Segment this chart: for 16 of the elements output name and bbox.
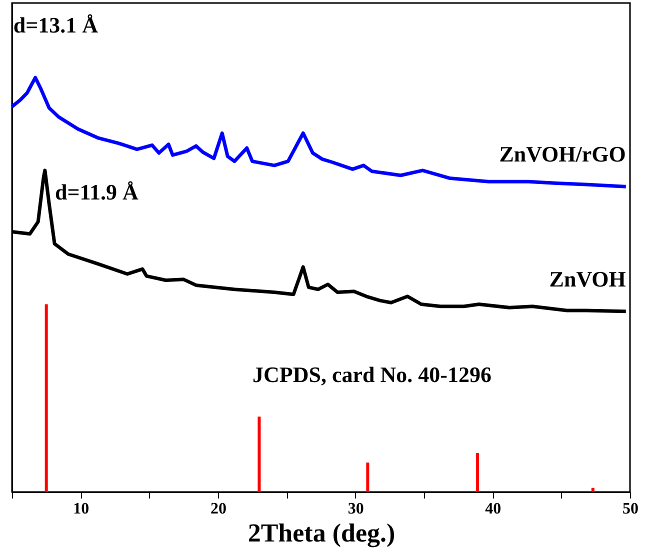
x-tick-label: 10: [73, 500, 90, 518]
bar: [476, 453, 480, 492]
annotation: d=11.9 Å: [54, 179, 139, 204]
series-label: ZnVOH/rGO: [499, 142, 626, 167]
annotation: d=13.1 Å: [13, 12, 98, 38]
bar: [44, 304, 48, 492]
x-tick-label: 20: [210, 500, 226, 518]
series-label: JCPDS, card No. 40-1296: [252, 362, 492, 387]
bar: [258, 416, 261, 492]
x-tick-label: 40: [485, 500, 502, 518]
x-tick-label: 30: [348, 500, 364, 518]
bar: [366, 462, 370, 492]
x-tick-label: 50: [622, 500, 638, 518]
bar: [591, 488, 594, 492]
series-label: ZnVOH: [549, 266, 626, 292]
x-axis-title: 2Theta (deg.): [248, 518, 396, 548]
